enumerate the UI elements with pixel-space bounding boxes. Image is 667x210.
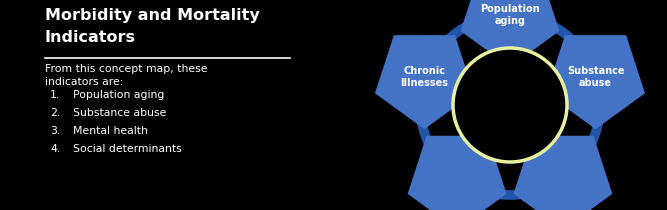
Text: Mental health: Mental health: [73, 126, 148, 136]
Text: Chronic
Illnesses: Chronic Illnesses: [400, 66, 448, 88]
Polygon shape: [408, 136, 506, 210]
Text: From this concept map, these
indicators are:: From this concept map, these indicators …: [45, 64, 207, 87]
Text: Population
aging: Population aging: [480, 4, 540, 26]
Text: Population aging: Population aging: [73, 90, 164, 100]
Text: Substance abuse: Substance abuse: [73, 108, 166, 118]
Text: Social determinants: Social determinants: [73, 144, 181, 154]
Text: Morbidity and Mortality: Morbidity and Mortality: [45, 8, 259, 23]
Polygon shape: [546, 35, 645, 129]
Polygon shape: [375, 35, 474, 129]
Polygon shape: [460, 0, 560, 67]
Polygon shape: [514, 136, 612, 210]
Text: Indicators: Indicators: [45, 30, 136, 45]
Circle shape: [453, 48, 567, 162]
Text: 3.: 3.: [50, 126, 60, 136]
Text: 1.: 1.: [50, 90, 60, 100]
Text: 2.: 2.: [50, 108, 60, 118]
Text: Substance
abuse: Substance abuse: [567, 66, 624, 88]
Text: 4.: 4.: [50, 144, 60, 154]
